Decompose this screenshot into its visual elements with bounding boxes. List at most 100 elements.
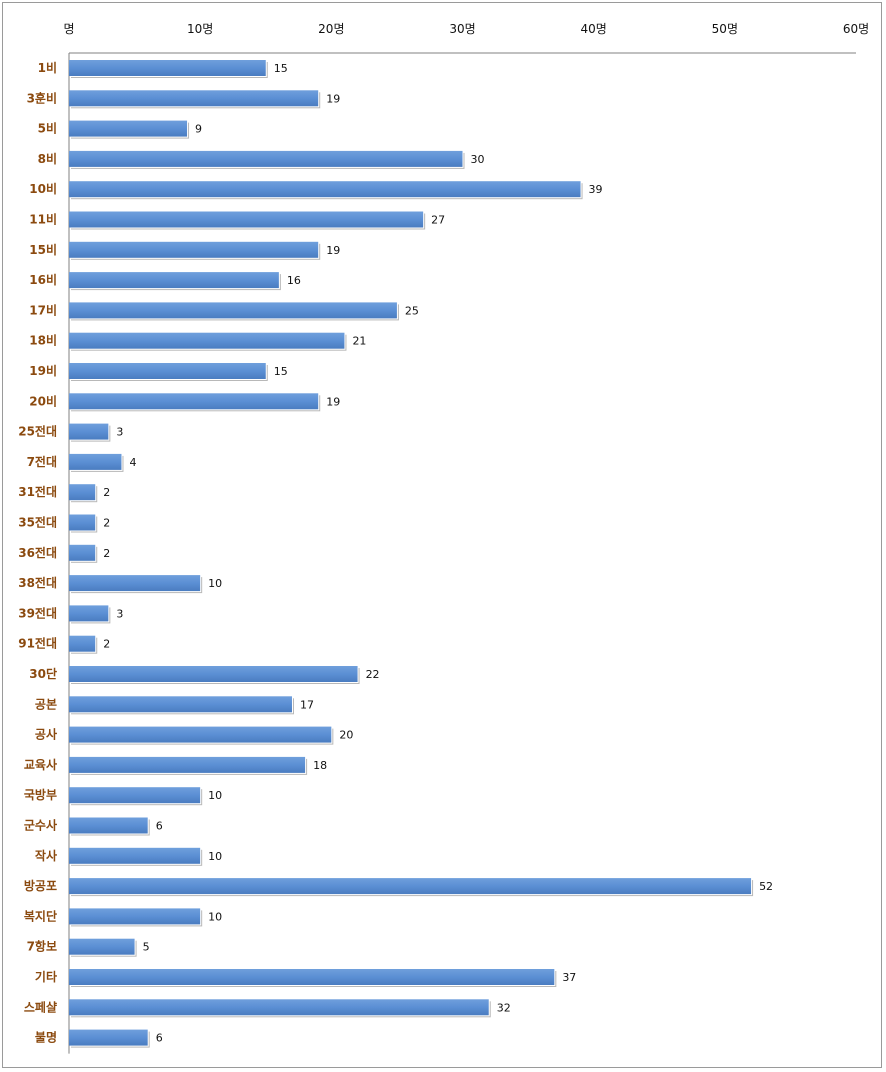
category-label: 국방부	[24, 787, 57, 802]
category-label: 군수사	[24, 818, 57, 833]
category-label: 5비	[38, 121, 57, 136]
data-label: 2	[103, 486, 110, 499]
category-label: 35전대	[18, 515, 57, 530]
bar-layer	[69, 60, 754, 1048]
bar	[69, 969, 555, 985]
category-label: 91전대	[18, 636, 57, 651]
data-label: 4	[129, 456, 136, 469]
data-label: 17	[300, 698, 314, 711]
category-label: 16비	[29, 272, 57, 287]
category-label: 25전대	[18, 424, 57, 439]
category-label: 7항보	[27, 939, 57, 954]
bar	[69, 272, 279, 289]
category-label: 30단	[29, 666, 57, 681]
bar	[69, 302, 397, 319]
data-label: 37	[562, 971, 576, 984]
bar	[69, 908, 201, 925]
bar	[69, 756, 306, 773]
bar	[69, 211, 424, 228]
category-label: 19비	[29, 363, 57, 378]
bar	[69, 393, 319, 410]
bar	[69, 453, 122, 470]
category-label: 39전대	[18, 605, 57, 620]
data-label: 22	[366, 668, 380, 681]
data-label: 19	[326, 395, 340, 408]
label-layer: 1비 15 3훈비 19 5비 9 8비 30 10비 39 11비 27 15비 19 16비 16 17비 2…	[18, 60, 773, 1045]
data-label: 19	[326, 244, 340, 257]
category-label: 방공포	[24, 878, 57, 893]
data-label: 10	[208, 910, 222, 923]
category-label: 공사	[35, 727, 57, 742]
data-label: 30	[471, 153, 485, 166]
bar	[69, 696, 292, 713]
category-label: 36전대	[18, 545, 57, 560]
bar	[69, 999, 489, 1016]
data-label: 18	[313, 759, 327, 772]
category-label: 3훈비	[27, 90, 57, 105]
bar	[69, 181, 581, 198]
bar	[69, 60, 266, 76]
bar	[69, 726, 332, 743]
data-label: 16	[287, 274, 301, 287]
data-label: 15	[274, 62, 288, 75]
data-label: 39	[589, 183, 603, 196]
bar	[69, 938, 135, 955]
bar	[69, 332, 345, 349]
data-label: 27	[431, 214, 445, 227]
bar	[69, 544, 96, 561]
bar	[69, 241, 319, 258]
x-tick-label: 20명	[318, 22, 344, 36]
category-label: 교육사	[24, 757, 57, 772]
x-tick-label: 50명	[712, 22, 738, 36]
bar	[69, 847, 201, 864]
bar	[69, 150, 463, 167]
data-label: 6	[156, 820, 163, 833]
data-label: 9	[195, 123, 202, 136]
category-label: 7전대	[27, 454, 57, 469]
data-label: 5	[143, 941, 150, 954]
bar	[69, 120, 188, 137]
category-label: 불명	[35, 1031, 57, 1045]
category-label: 복지단	[24, 908, 57, 923]
bar	[69, 514, 96, 531]
bar	[69, 605, 109, 622]
axis-layer: 명 10명 20명 30명 40명 50명 60명	[63, 22, 869, 1054]
category-label: 20비	[29, 393, 57, 408]
data-label: 2	[103, 517, 110, 530]
data-label: 2	[103, 547, 110, 560]
bar	[69, 90, 319, 107]
bar	[69, 666, 358, 682]
x-tick-label: 명	[63, 22, 74, 36]
data-label: 21	[352, 335, 366, 348]
category-label: 스페샬	[24, 1000, 57, 1014]
data-label: 3	[116, 607, 123, 620]
data-label: 10	[208, 850, 222, 863]
category-label: 10비	[29, 181, 57, 196]
category-label: 15비	[29, 242, 57, 257]
data-label: 6	[156, 1032, 163, 1045]
bar	[69, 575, 201, 592]
category-label: 18비	[29, 333, 57, 348]
data-label: 25	[405, 304, 419, 317]
data-label: 20	[339, 729, 353, 742]
data-label: 10	[208, 577, 222, 590]
category-label: 공본	[35, 697, 57, 711]
category-label: 38전대	[18, 575, 57, 590]
category-label: 11비	[29, 212, 57, 227]
category-label: 31전대	[18, 484, 57, 499]
bar	[69, 484, 96, 501]
bar	[69, 878, 752, 895]
category-label: 17비	[29, 302, 57, 317]
x-tick-label: 40명	[581, 22, 607, 36]
data-label: 15	[274, 365, 288, 378]
category-label: 1비	[38, 60, 57, 75]
data-label: 2	[103, 638, 110, 651]
bar	[69, 423, 109, 440]
data-label: 52	[759, 880, 773, 893]
bar	[69, 1029, 148, 1046]
bar	[69, 787, 201, 804]
bar	[69, 363, 266, 379]
data-label: 3	[116, 426, 123, 439]
x-tick-label: 60명	[843, 22, 869, 36]
